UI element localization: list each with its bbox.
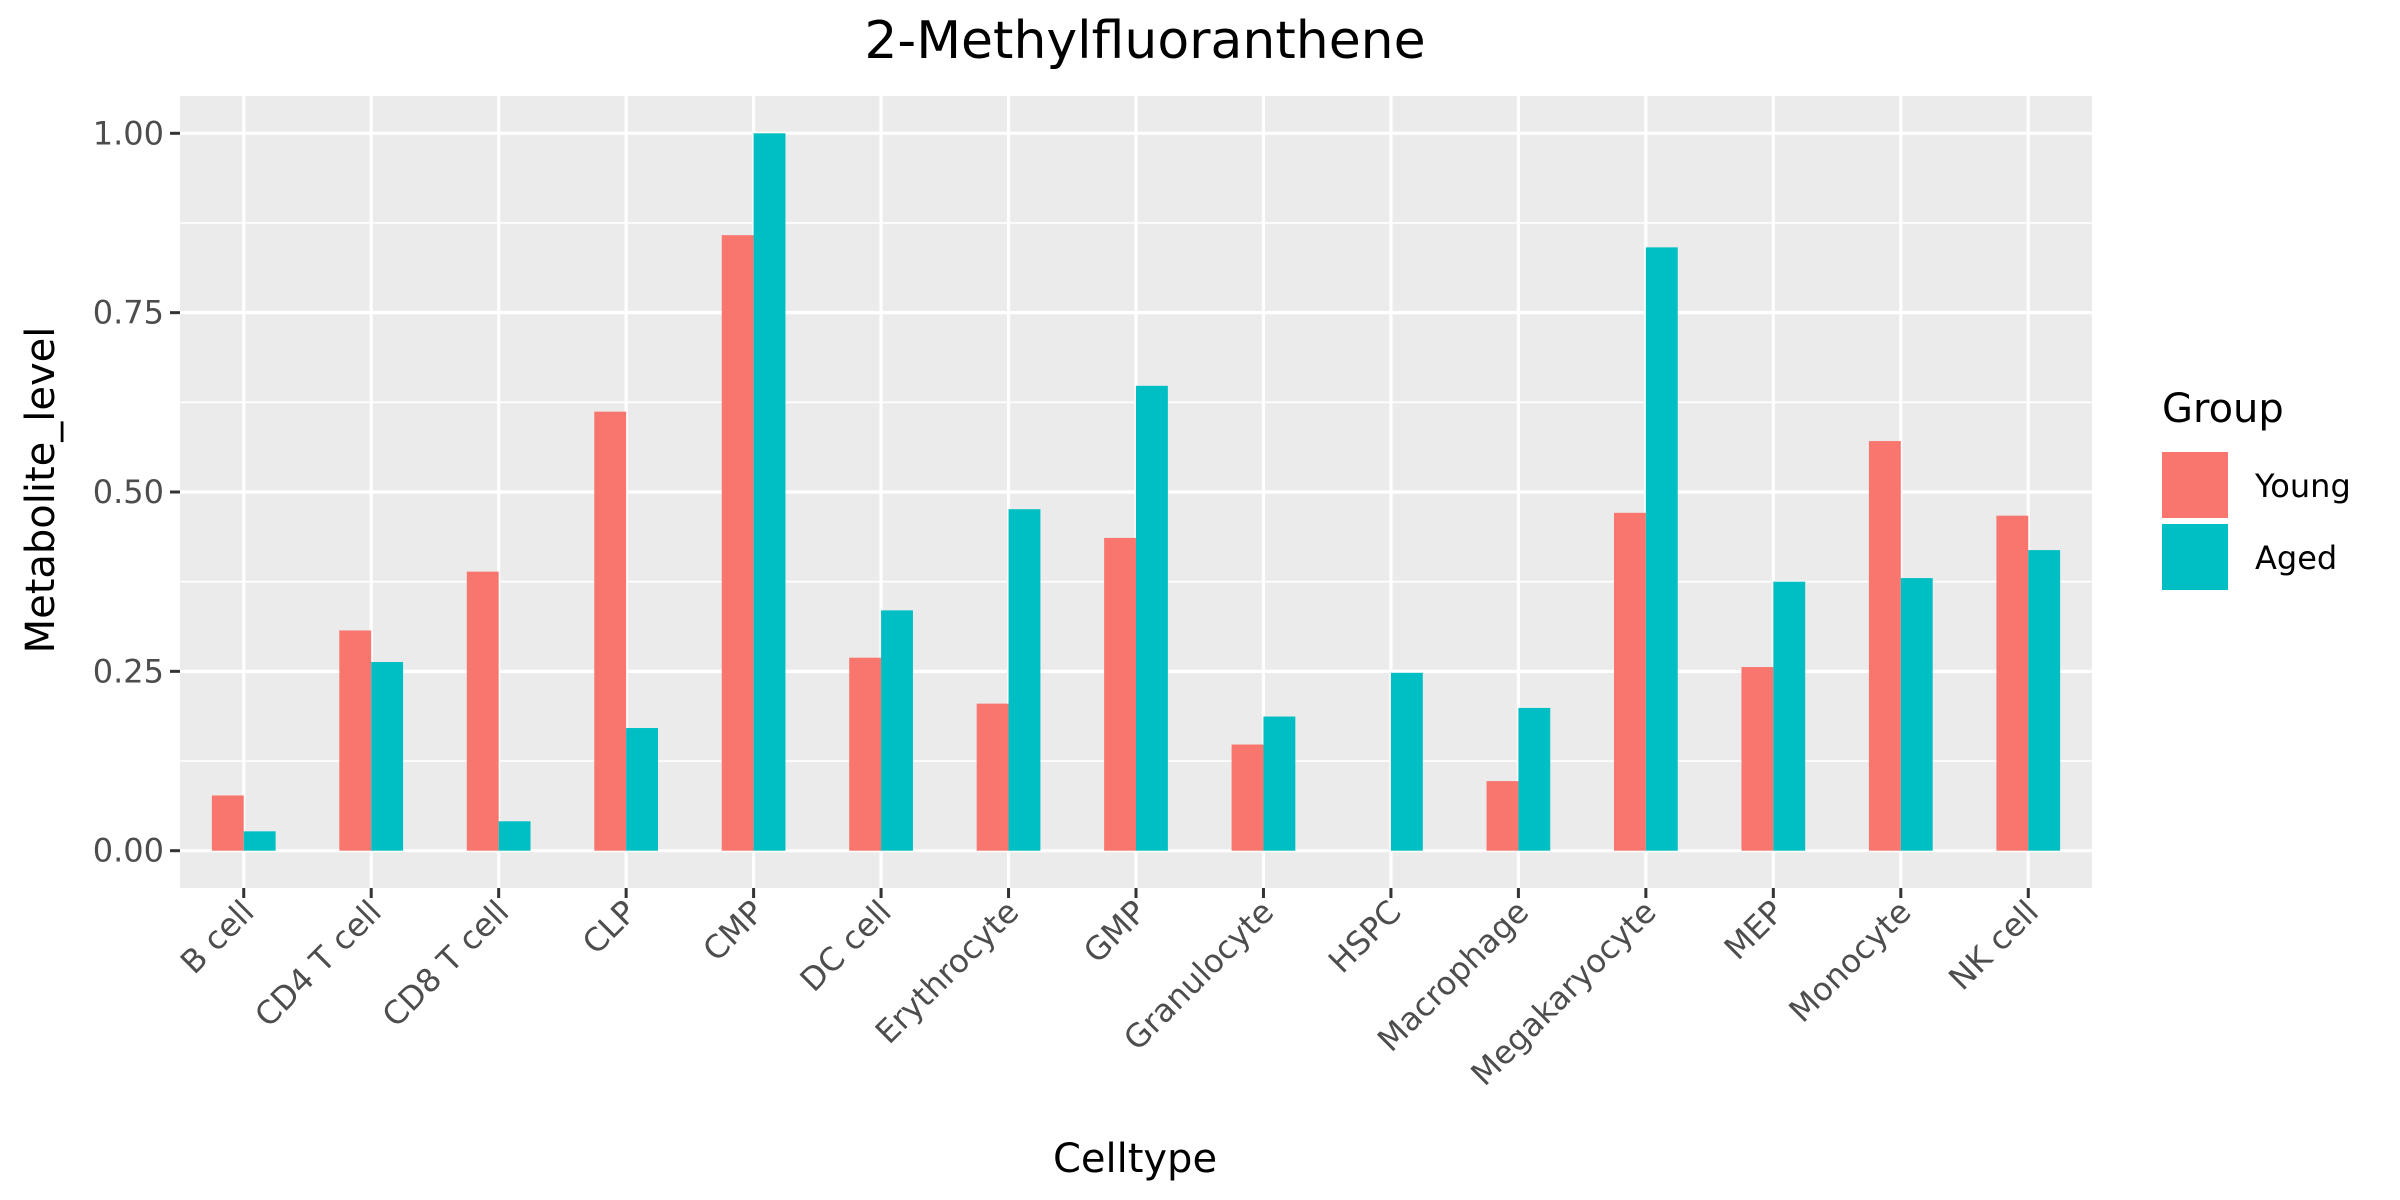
bar-young xyxy=(1104,537,1136,851)
legend-key-aged xyxy=(2162,524,2228,590)
legend-title: Group xyxy=(2162,386,2284,432)
bar-young xyxy=(849,657,882,851)
bar-aged xyxy=(1263,716,1296,851)
y-tick-label: 0.25 xyxy=(93,652,164,690)
bar-aged xyxy=(371,662,404,851)
legend-key-young xyxy=(2162,452,2228,518)
chart-title: 2-Methylfluoranthene xyxy=(864,11,1425,71)
bar-young xyxy=(976,703,1009,851)
bar-young xyxy=(1614,512,1646,851)
bar-aged xyxy=(1008,509,1041,851)
bar-aged xyxy=(881,610,913,851)
bar-young xyxy=(721,235,754,851)
bar-young xyxy=(466,571,499,851)
x-axis-title: Celltype xyxy=(1053,1136,1217,1182)
bar-aged xyxy=(1645,247,1678,851)
bar-aged xyxy=(1136,385,1168,851)
bar-aged xyxy=(626,728,658,851)
bar-young xyxy=(1868,441,1901,851)
legend-label-young: Young xyxy=(2254,467,2351,505)
bar-aged xyxy=(1773,581,1806,851)
y-tick-label: 1.00 xyxy=(93,114,164,152)
bar-young xyxy=(594,411,627,851)
bar-young xyxy=(1231,744,1264,851)
bar-aged xyxy=(2028,550,2061,851)
legend: Group Young Aged xyxy=(2162,386,2351,590)
bar-aged xyxy=(1900,578,1933,851)
y-tick-label: 0.00 xyxy=(93,832,164,870)
legend-label-aged: Aged xyxy=(2255,539,2337,577)
y-tick-label: 0.75 xyxy=(93,294,164,332)
bar-young xyxy=(1741,667,1774,851)
bar-aged xyxy=(753,133,786,851)
bar-aged xyxy=(498,821,531,851)
y-axis-title: Metabolite_level xyxy=(18,327,64,654)
bar-young xyxy=(211,795,244,851)
bars xyxy=(211,133,2061,851)
bar-young xyxy=(1996,515,2029,851)
bar-young xyxy=(1486,781,1519,851)
bar-aged xyxy=(243,831,276,851)
bar-aged xyxy=(1518,707,1551,851)
y-tick-label: 0.50 xyxy=(93,473,164,511)
bar-aged xyxy=(1390,672,1423,851)
bar-young xyxy=(339,630,372,851)
